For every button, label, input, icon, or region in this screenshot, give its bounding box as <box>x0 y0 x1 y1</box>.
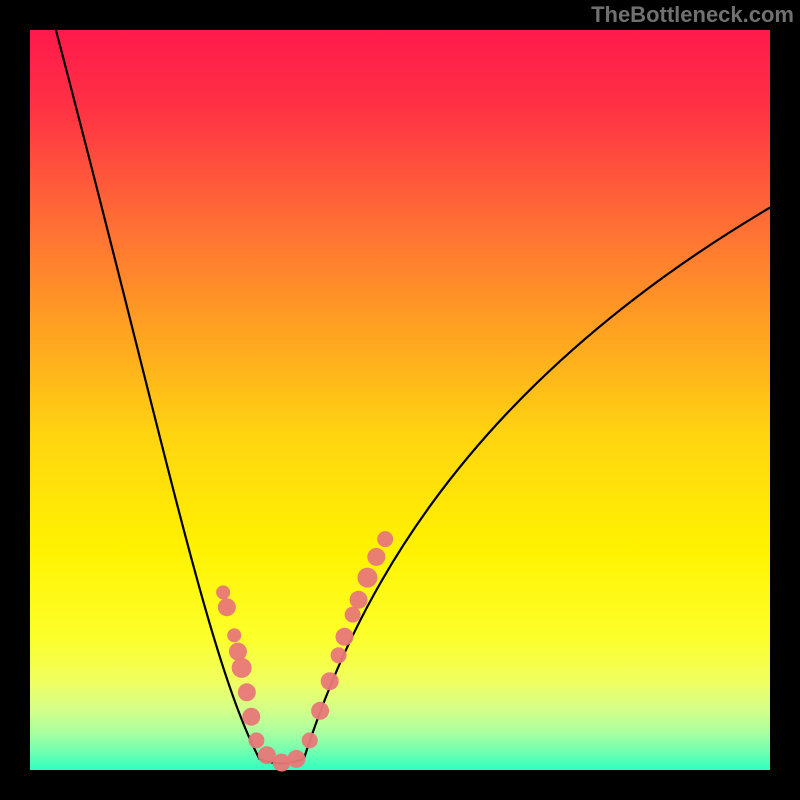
data-marker <box>232 658 252 678</box>
data-marker <box>229 643 247 661</box>
data-marker <box>218 598 236 616</box>
data-marker <box>367 548 385 566</box>
data-marker <box>287 750 305 768</box>
data-marker <box>238 683 256 701</box>
data-marker <box>311 702 329 720</box>
data-marker <box>302 732 318 748</box>
data-marker <box>350 591 368 609</box>
data-marker <box>242 708 260 726</box>
data-marker <box>216 585 230 599</box>
data-marker <box>321 672 339 690</box>
data-marker <box>331 647 347 663</box>
data-marker <box>336 628 354 646</box>
bottleneck-curve <box>56 30 770 763</box>
chart-svg <box>0 0 800 800</box>
watermark-text: TheBottleneck.com <box>591 2 794 28</box>
data-marker <box>357 568 377 588</box>
chart-container: TheBottleneck.com <box>0 0 800 800</box>
data-marker <box>248 732 264 748</box>
data-marker <box>345 607 361 623</box>
data-marker <box>377 531 393 547</box>
data-marker <box>227 628 241 642</box>
